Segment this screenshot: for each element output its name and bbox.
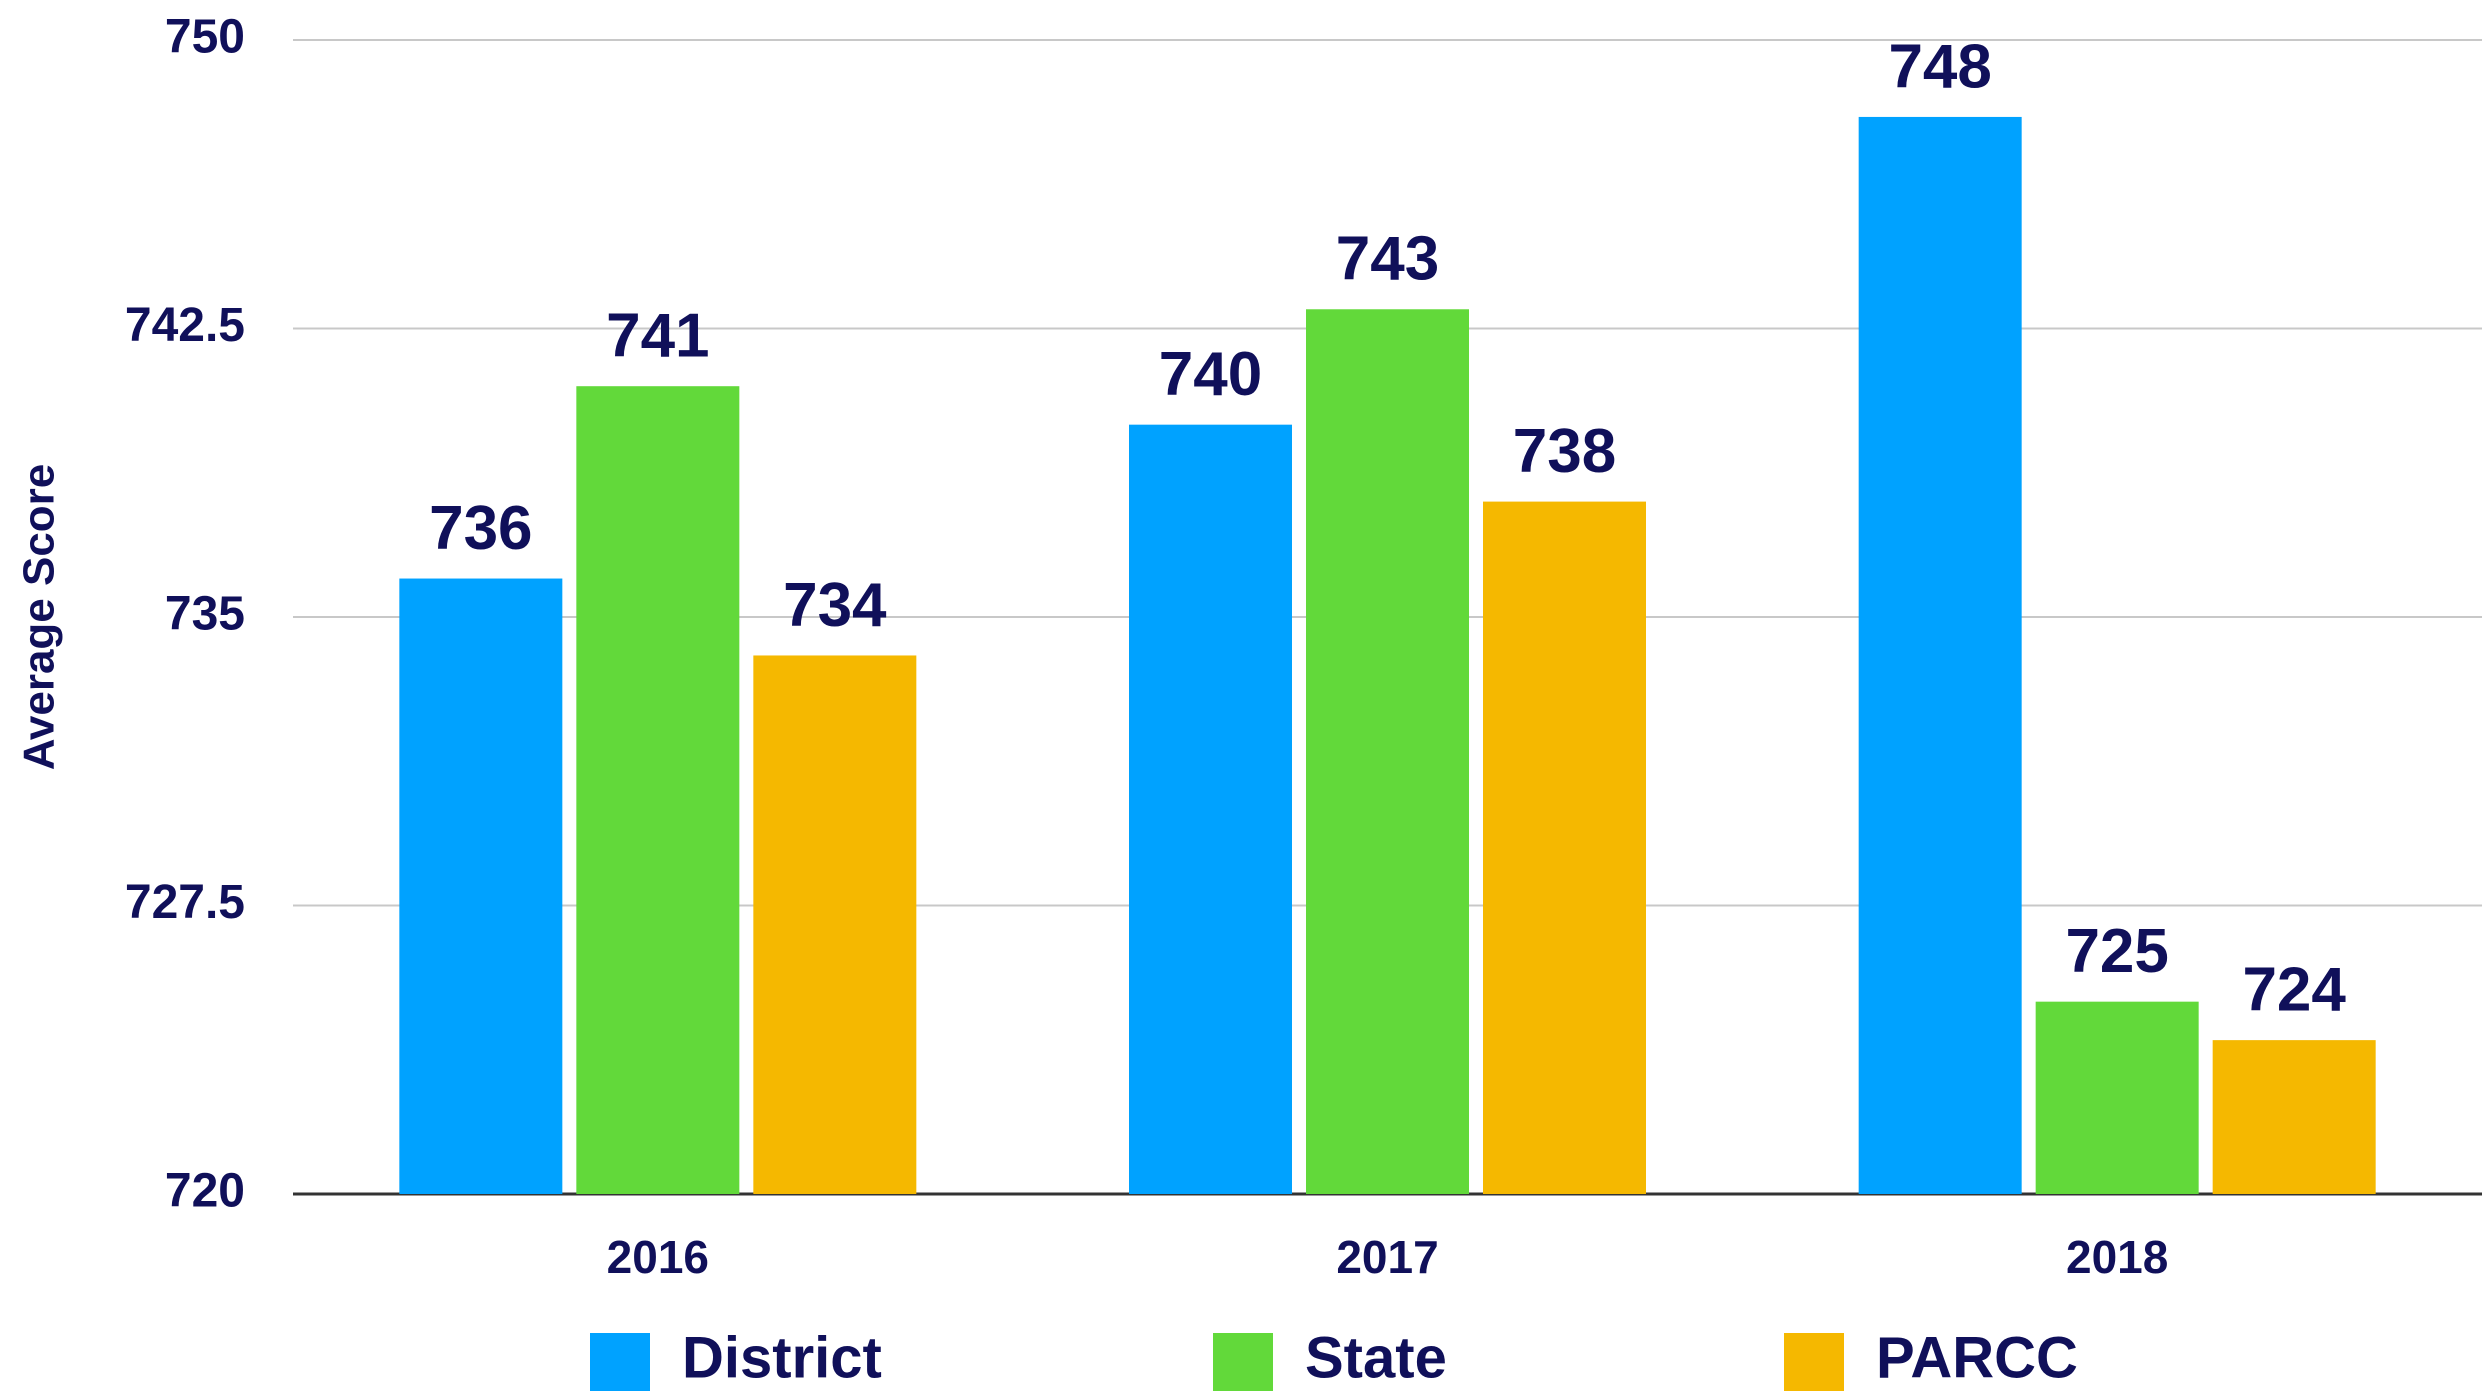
legend-label: PARCC [1876,1325,2078,1390]
y-axis-label: Average Score [15,464,64,771]
x-tick-label: 2018 [2066,1231,2168,1283]
data-label: 738 [1513,417,1616,486]
bar [1306,309,1469,1194]
legend-swatch [590,1333,650,1391]
data-label: 725 [2065,917,2168,986]
x-tick-label: 2016 [607,1231,709,1283]
y-tick-label: 742.5 [125,299,245,352]
x-tick-label: 2017 [1336,1231,1438,1283]
bar [576,386,740,1194]
bar [1129,424,1292,1195]
data-label: 741 [606,302,709,371]
legend-swatch [1213,1333,1273,1391]
legend-label: District [682,1325,882,1390]
legend-swatch [1784,1333,1844,1391]
data-label: 734 [783,571,887,640]
data-label: 743 [1336,225,1439,294]
y-tick-label: 727.5 [125,876,245,929]
y-tick-label: 750 [165,11,245,64]
y-tick-label: 720 [165,1165,245,1218]
bar [1858,116,2022,1194]
y-tick-label: 735 [165,588,245,641]
legend-label: State [1305,1325,1447,1390]
data-label: 736 [429,494,532,563]
bar [753,655,917,1194]
data-label: 748 [1888,32,1991,101]
data-label: 724 [2242,956,2346,1025]
data-label: 740 [1159,340,1262,409]
bar [399,578,563,1194]
bar [1483,501,1646,1195]
bar [2035,1001,2199,1194]
bar [2212,1040,2376,1194]
